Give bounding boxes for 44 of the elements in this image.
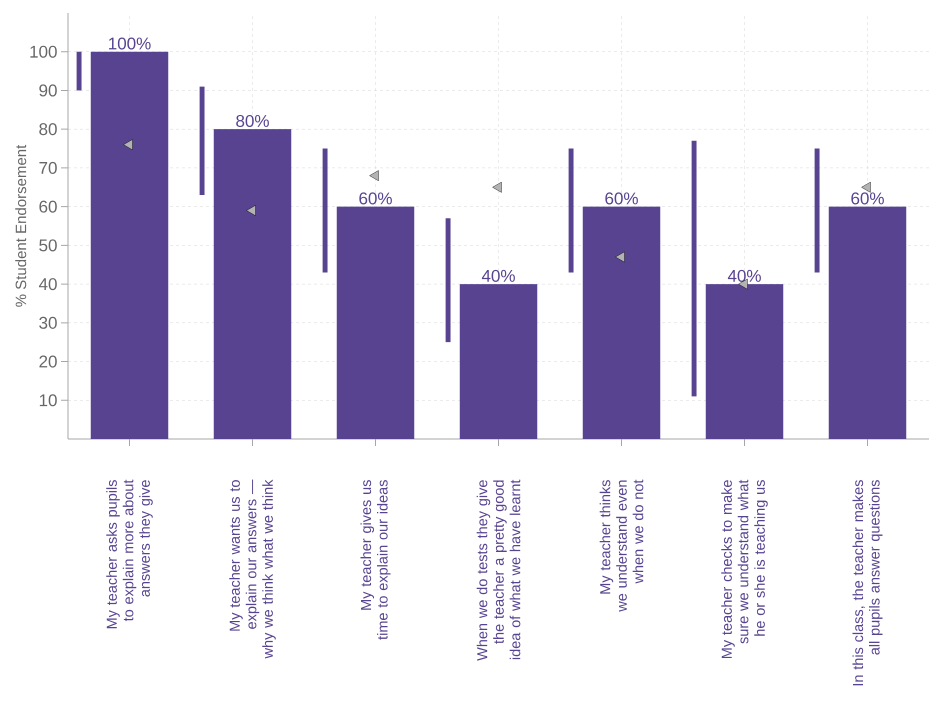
y-tick-label: 60 [39,200,57,213]
bar [76,52,82,90]
bar [200,86,205,196]
x-tick-label: My teacher wants us to explain our answers — why we think what we think [229,480,276,658]
y-tick-label: 30 [39,316,57,329]
data-label: 40% [728,270,761,282]
point [492,182,502,193]
data-label: 60% [359,192,392,204]
bar [692,140,697,396]
x-tick-label: My teacher gives us time to explain our ideas [360,480,391,640]
y-tick-label: 80 [39,123,57,136]
point [369,170,379,182]
bar [828,206,906,439]
y-tick-label: 10 [40,394,57,406]
point [861,182,871,193]
data-label: 100% [109,37,151,50]
bar [336,206,414,439]
x-tick-label: When we do tests they give the teacher a pretty good idea of what we have learnt [476,480,520,661]
x-tick-label: My teacher thinks we understand even when we do not [600,480,644,612]
y-tick-label: 90 [39,84,57,96]
bar [214,129,292,439]
bar [446,218,451,342]
data-label: 60% [851,192,884,204]
data-label: 80% [236,114,269,127]
y-tick-label: 20 [39,356,57,368]
y-tick-label: 40 [38,278,57,290]
x-tick-label: In this class, the teacher makes all pupils answer questions [852,480,883,686]
point [246,205,256,216]
data-label: 40% [482,270,515,282]
y-tick-label: 50 [39,239,57,252]
point [123,139,133,150]
bar [322,148,328,272]
bar [568,148,574,272]
y-axis-title: % Student Endorsement [15,144,26,307]
y-tick-label: 70 [39,162,57,174]
bar [706,284,784,439]
bar [90,52,168,439]
y-tick-label: 100 [30,46,57,58]
bar [814,148,820,272]
data-label: 60% [605,192,638,204]
x-tick-label: My teacher asks pupils to explain more about answers they give [106,480,153,628]
bar [582,206,660,439]
bar [460,284,538,439]
point [615,252,625,262]
